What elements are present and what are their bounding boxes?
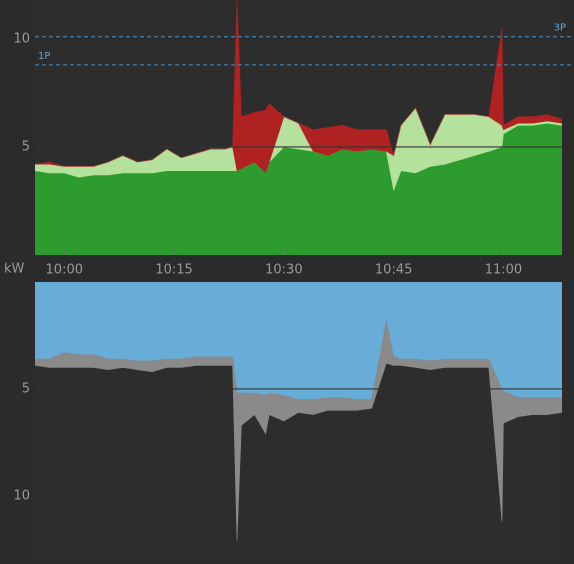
plot-area xyxy=(35,282,562,560)
reference-label: 3P xyxy=(554,23,566,34)
x-tick-label: 10:30 xyxy=(265,263,302,278)
y-axis-label: kW xyxy=(4,262,25,277)
plot-area xyxy=(35,0,562,255)
x-tick-label: 10:00 xyxy=(46,263,83,278)
y-tick-label: 10 xyxy=(13,31,30,46)
y-tick-label: 5 xyxy=(22,381,30,396)
y-tick-label: 5 xyxy=(22,139,30,154)
area xyxy=(35,320,562,541)
y-tick-label: 10 xyxy=(13,488,30,503)
x-tick-label: 10:15 xyxy=(155,263,192,278)
x-tick-label: 11:00 xyxy=(485,263,522,278)
x-tick-label: 10:45 xyxy=(375,263,412,278)
reference-label: 1P xyxy=(38,51,50,62)
